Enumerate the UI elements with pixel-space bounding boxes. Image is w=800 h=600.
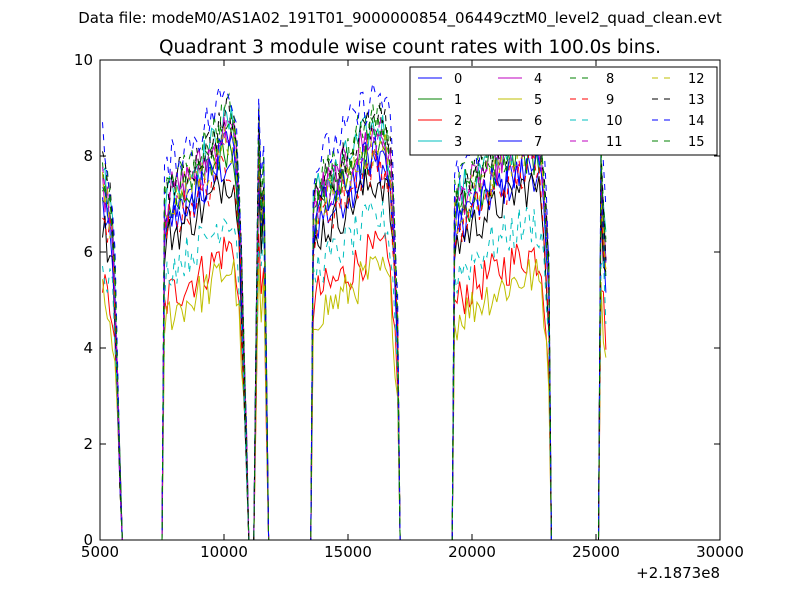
series-line-10 (102, 201, 607, 541)
chart-title: Quadrant 3 module wise count rates with … (158, 37, 662, 58)
series-line-14 (102, 82, 607, 541)
x-tick-label-15000: 15000 (324, 543, 372, 561)
legend-frame (409, 66, 718, 156)
legend-label-8: 8 (606, 72, 614, 87)
x-axis-offset-label: +2.1873e8 (636, 564, 720, 582)
legend-label-11: 11 (606, 135, 623, 150)
legend-label-15: 15 (688, 135, 705, 150)
legend-label-13: 13 (688, 93, 705, 108)
legend-label-0: 0 (454, 72, 462, 87)
legend-label-10: 10 (606, 114, 623, 129)
series-line-15 (102, 114, 607, 541)
legend-label-9: 9 (606, 93, 614, 108)
y-tick-label-8: 8 (83, 147, 93, 165)
legend-label-4: 4 (534, 72, 542, 87)
y-tick-label-10: 10 (74, 51, 93, 69)
y-tick-label-0: 0 (83, 531, 93, 549)
series-line-12 (102, 126, 607, 541)
legend-label-5: 5 (534, 93, 542, 108)
y-tick-label-2: 2 (83, 435, 93, 453)
legend-label-6: 6 (534, 114, 542, 129)
figure-supertitle: Data file: modeM0/AS1A02_191T01_90000008… (78, 9, 722, 27)
x-tick-label-10000: 10000 (200, 543, 248, 561)
x-tick-label-25000: 25000 (572, 543, 620, 561)
legend-label-1: 1 (454, 93, 462, 108)
y-tick-label-6: 6 (83, 243, 93, 261)
y-tick-label-4: 4 (83, 339, 93, 357)
series-line-5 (102, 255, 607, 541)
x-tick-label-30000: 30000 (696, 543, 744, 561)
x-tick-label-5000: 5000 (81, 543, 119, 561)
series-line-8 (102, 92, 607, 541)
legend-label-14: 14 (688, 114, 705, 129)
legend-label-7: 7 (534, 135, 542, 150)
legend-label-2: 2 (454, 114, 462, 129)
plot-frame (99, 59, 721, 541)
series-line-9 (102, 148, 607, 541)
legend-label-3: 3 (454, 135, 462, 150)
x-tick-label-20000: 20000 (448, 543, 496, 561)
series-line-2 (102, 230, 607, 541)
legend-label-12: 12 (688, 72, 705, 87)
